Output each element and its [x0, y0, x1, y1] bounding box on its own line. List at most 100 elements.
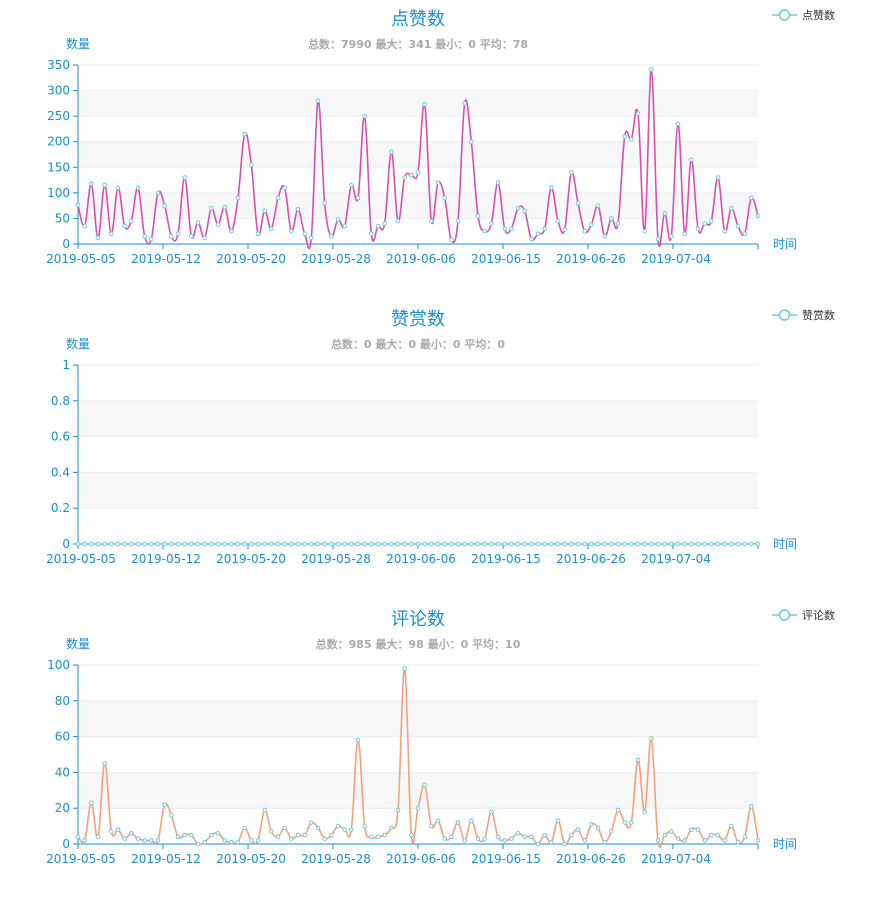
- data-point[interactable]: [322, 541, 327, 547]
- data-point[interactable]: [109, 829, 114, 834]
- data-point[interactable]: [695, 541, 701, 547]
- data-point[interactable]: [89, 181, 94, 186]
- data-point[interactable]: [209, 541, 214, 547]
- data-point[interactable]: [662, 832, 667, 838]
- data-point[interactable]: [742, 834, 747, 840]
- data-point[interactable]: [569, 541, 574, 547]
- legend-item[interactable]: 赞赏数: [772, 309, 835, 322]
- data-point[interactable]: [542, 541, 547, 547]
- data-point[interactable]: [169, 541, 174, 547]
- data-point[interactable]: [242, 131, 247, 137]
- data-point[interactable]: [355, 541, 361, 547]
- data-point[interactable]: [562, 541, 567, 547]
- data-point[interactable]: [95, 235, 101, 241]
- data-point[interactable]: [95, 541, 101, 547]
- data-point[interactable]: [215, 222, 221, 227]
- data-point[interactable]: [215, 830, 221, 836]
- data-point[interactable]: [595, 203, 601, 208]
- data-point[interactable]: [455, 541, 461, 547]
- data-point[interactable]: [162, 203, 167, 208]
- data-point[interactable]: [109, 541, 114, 547]
- data-point[interactable]: [589, 541, 594, 547]
- data-point[interactable]: [669, 829, 674, 834]
- data-point[interactable]: [302, 541, 307, 547]
- data-point[interactable]: [635, 541, 641, 547]
- data-point[interactable]: [222, 204, 227, 210]
- data-point[interactable]: [542, 226, 547, 231]
- data-point[interactable]: [189, 234, 194, 239]
- data-point[interactable]: [169, 234, 174, 239]
- data-point[interactable]: [282, 185, 287, 191]
- data-point[interactable]: [362, 113, 367, 119]
- data-point[interactable]: [102, 541, 107, 547]
- data-point[interactable]: [195, 841, 201, 847]
- data-point[interactable]: [169, 813, 174, 818]
- data-point[interactable]: [689, 157, 694, 162]
- data-point[interactable]: [655, 236, 661, 242]
- data-point[interactable]: [249, 162, 254, 168]
- data-point[interactable]: [315, 541, 321, 547]
- data-point[interactable]: [669, 234, 674, 239]
- data-point[interactable]: [735, 541, 741, 547]
- data-point[interactable]: [535, 541, 541, 547]
- data-point[interactable]: [535, 841, 541, 847]
- data-point[interactable]: [275, 834, 281, 840]
- data-point[interactable]: [455, 218, 461, 224]
- data-point[interactable]: [329, 541, 334, 547]
- data-point[interactable]: [482, 541, 487, 547]
- data-point[interactable]: [209, 205, 214, 211]
- data-point[interactable]: [729, 205, 734, 211]
- data-point[interactable]: [129, 830, 134, 836]
- data-point[interactable]: [462, 541, 467, 547]
- data-point[interactable]: [369, 231, 374, 237]
- data-point[interactable]: [129, 541, 134, 547]
- data-point[interactable]: [135, 836, 141, 841]
- data-point[interactable]: [542, 832, 547, 838]
- data-point[interactable]: [382, 832, 387, 838]
- data-point[interactable]: [509, 836, 514, 841]
- data-point[interactable]: [475, 541, 481, 547]
- data-point[interactable]: [82, 838, 87, 843]
- data-point[interactable]: [302, 231, 307, 237]
- data-point[interactable]: [309, 541, 314, 547]
- data-point[interactable]: [442, 541, 447, 547]
- data-point[interactable]: [742, 231, 747, 237]
- data-point[interactable]: [575, 200, 581, 206]
- data-point[interactable]: [162, 541, 167, 547]
- data-point[interactable]: [722, 838, 727, 843]
- data-point[interactable]: [575, 827, 581, 832]
- data-point[interactable]: [95, 834, 101, 840]
- data-point[interactable]: [162, 802, 167, 807]
- data-point[interactable]: [529, 541, 534, 547]
- data-point[interactable]: [722, 228, 727, 234]
- data-point[interactable]: [342, 827, 347, 832]
- data-point[interactable]: [149, 838, 154, 843]
- data-point[interactable]: [102, 182, 107, 188]
- data-point[interactable]: [422, 541, 427, 547]
- data-point[interactable]: [602, 541, 607, 547]
- data-point[interactable]: [362, 541, 367, 547]
- data-point[interactable]: [295, 832, 301, 838]
- data-point[interactable]: [689, 541, 694, 547]
- data-point[interactable]: [482, 228, 487, 234]
- data-point[interactable]: [155, 190, 161, 196]
- data-point[interactable]: [749, 804, 754, 809]
- data-point[interactable]: [569, 832, 574, 838]
- data-point[interactable]: [735, 223, 741, 229]
- data-point[interactable]: [495, 541, 501, 547]
- data-point[interactable]: [562, 227, 567, 232]
- data-point[interactable]: [282, 541, 287, 547]
- data-point[interactable]: [115, 185, 121, 191]
- data-point[interactable]: [562, 841, 567, 847]
- data-point[interactable]: [222, 541, 227, 547]
- data-point[interactable]: [235, 195, 241, 201]
- data-point[interactable]: [289, 541, 294, 547]
- data-point[interactable]: [382, 541, 387, 547]
- data-point[interactable]: [442, 836, 447, 841]
- data-point[interactable]: [642, 809, 647, 815]
- data-point[interactable]: [462, 101, 467, 106]
- data-point[interactable]: [195, 220, 201, 225]
- data-point[interactable]: [755, 838, 761, 843]
- data-point[interactable]: [475, 836, 481, 841]
- data-point[interactable]: [449, 237, 454, 243]
